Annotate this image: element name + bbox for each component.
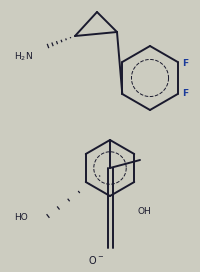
Text: F: F bbox=[182, 88, 188, 97]
Text: OH: OH bbox=[138, 206, 152, 215]
Text: HO: HO bbox=[14, 214, 28, 222]
Text: $\mathsf{H_2N}$: $\mathsf{H_2N}$ bbox=[14, 51, 33, 63]
Text: F: F bbox=[182, 58, 188, 67]
Text: O$^-$: O$^-$ bbox=[88, 254, 104, 266]
